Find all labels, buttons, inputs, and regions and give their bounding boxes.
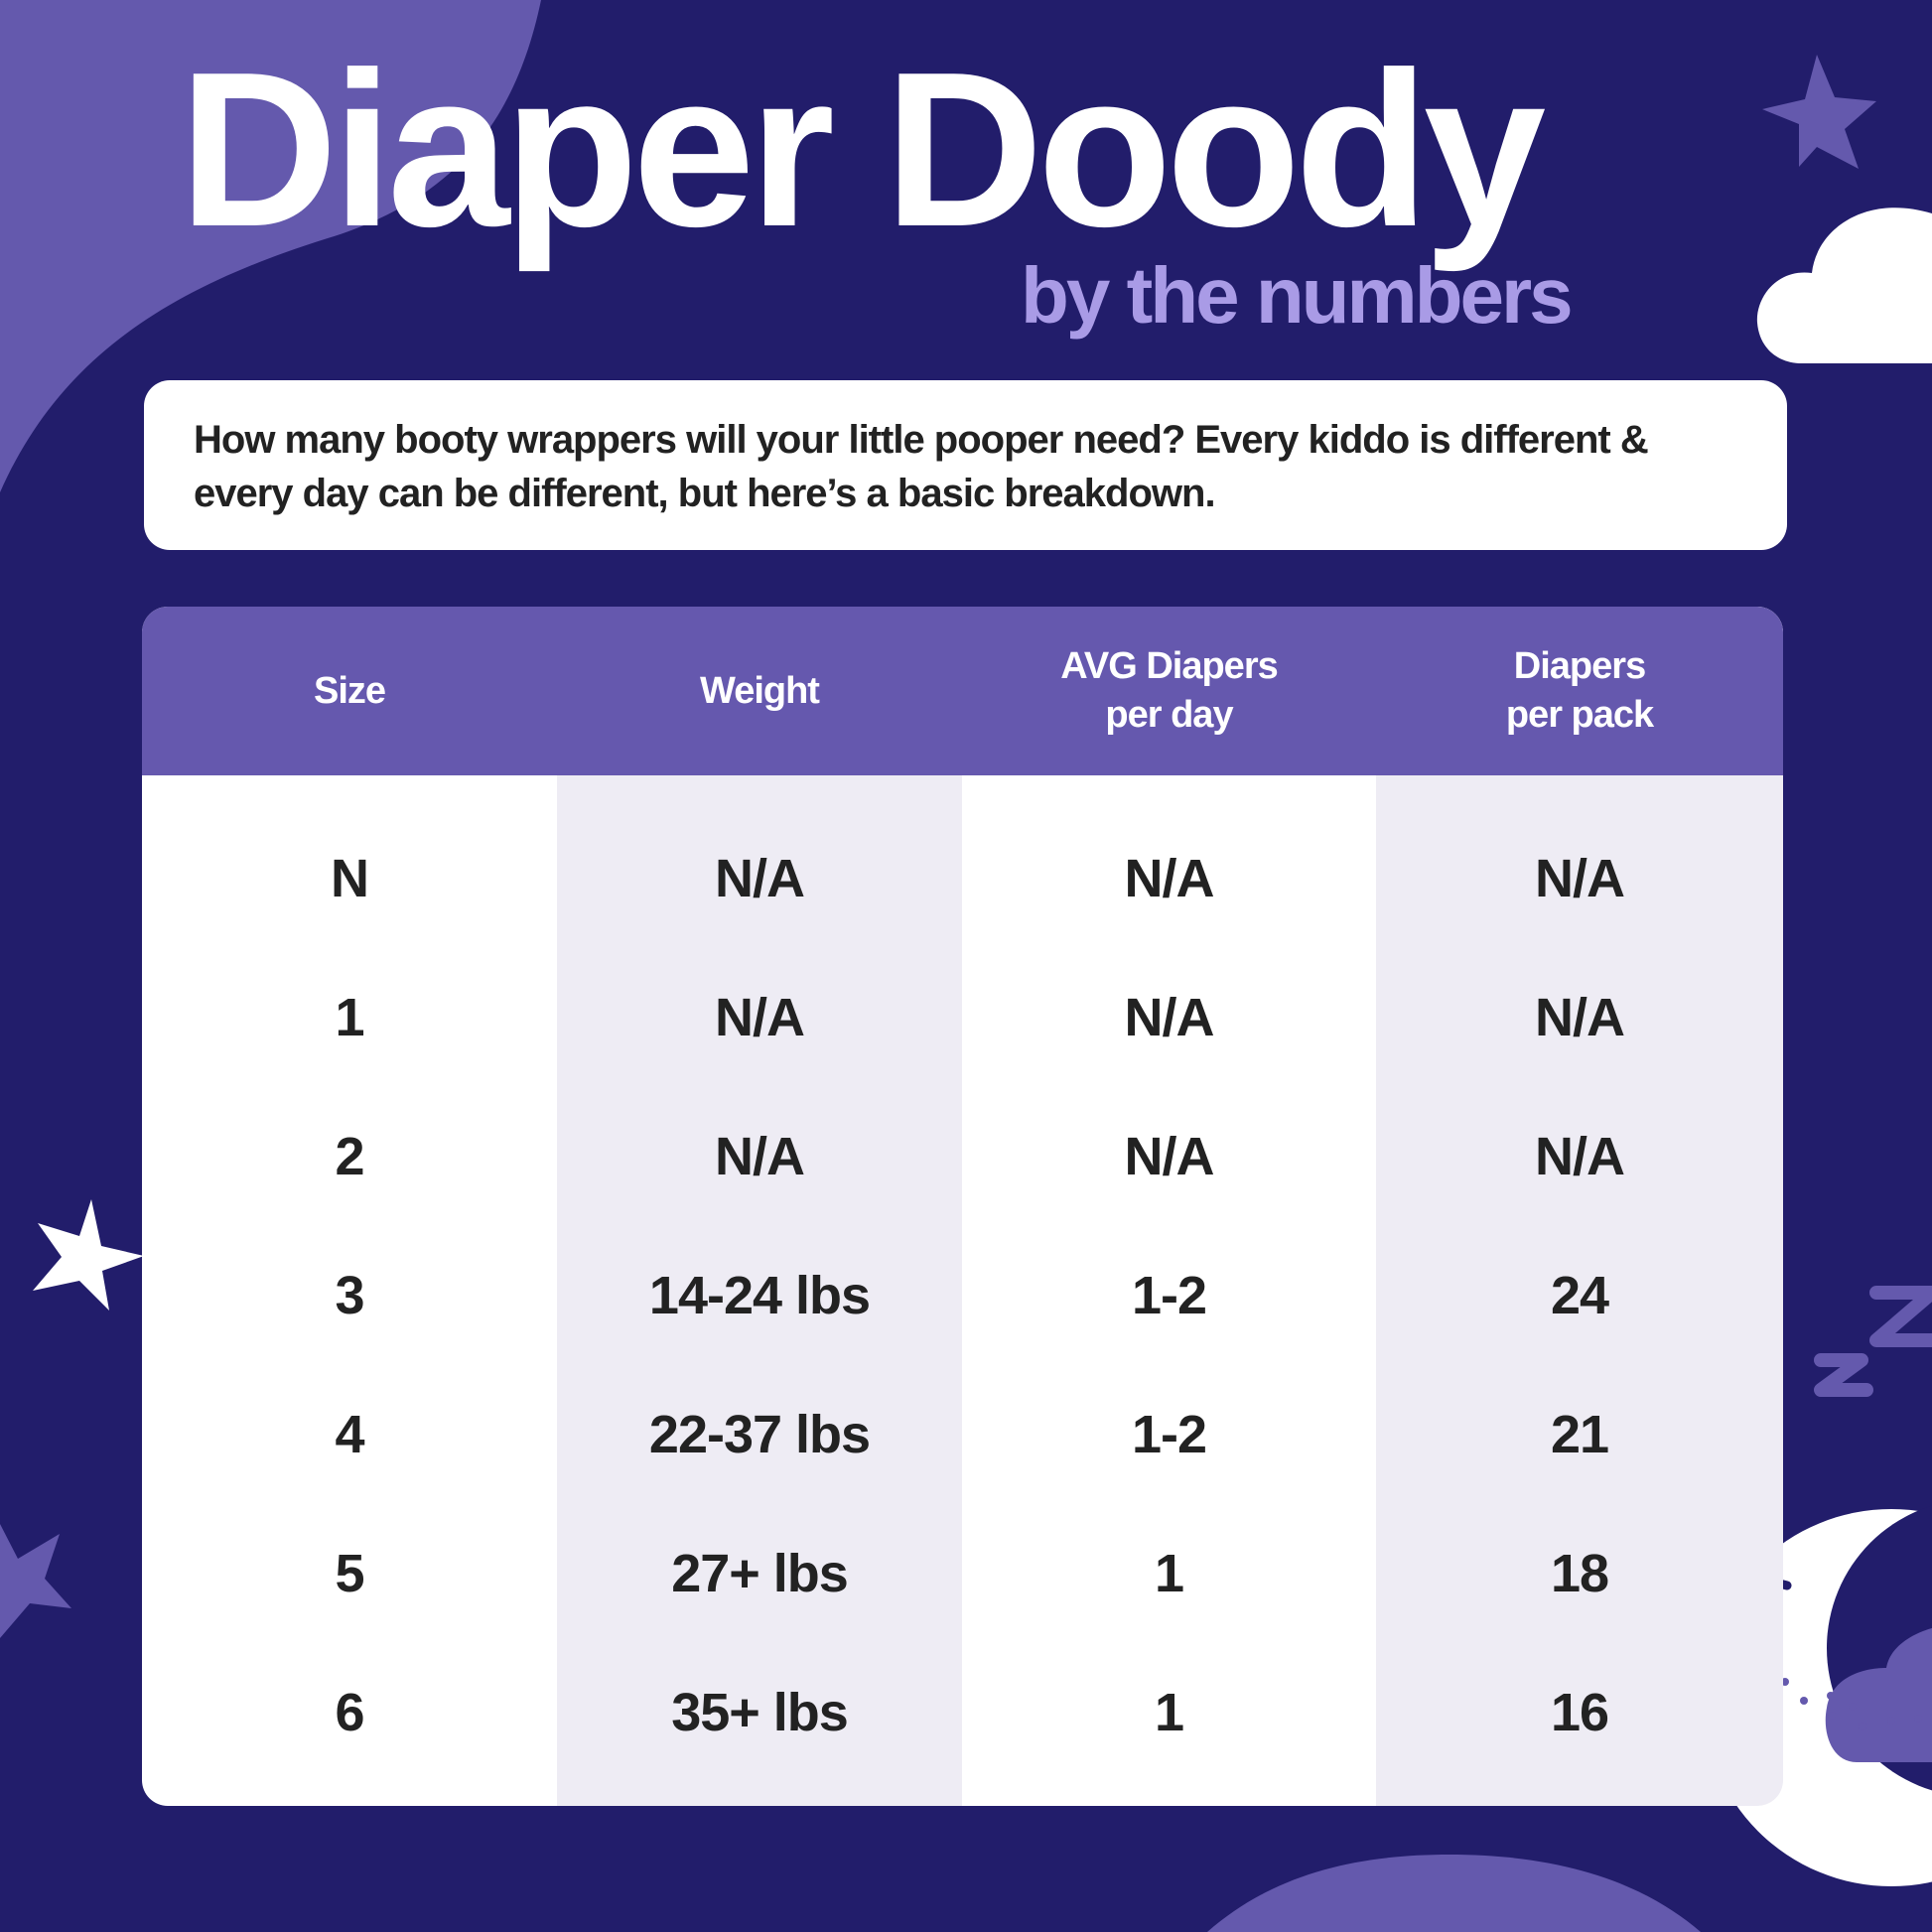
table-row: N N/A N/A N/A (142, 809, 1783, 948)
size-cell: 3 (335, 1266, 364, 1325)
weight-cell: 14-24 lbs (648, 1266, 871, 1325)
cloud-icon (1756, 207, 1932, 363)
weight-cell: N/A (715, 849, 805, 908)
header-size: Size (313, 669, 386, 712)
weight-cell: 22-37 lbs (648, 1405, 871, 1464)
weight-cell: 35+ lbs (671, 1683, 849, 1742)
per-day-cell: 1 (1154, 1544, 1184, 1603)
diaper-size-table: Size Weight AVG Diapers per day Diapers … (142, 607, 1783, 1806)
per-pack-cell: N/A (1535, 1127, 1625, 1186)
intro-card: How many booty wrappers will your little… (144, 380, 1787, 550)
size-cell: 5 (335, 1544, 364, 1603)
per-pack-cell: N/A (1535, 849, 1625, 908)
star-icon (0, 1524, 71, 1638)
header-weight: Weight (700, 669, 820, 712)
table-row: 3 14-24 lbs 1-2 24 (142, 1226, 1783, 1365)
size-cell: 2 (335, 1127, 364, 1186)
size-cell: 1 (335, 988, 364, 1047)
bottom-blob (1207, 1855, 1701, 1932)
table-row: 6 35+ lbs 1 16 (142, 1643, 1783, 1782)
weight-cell: N/A (715, 1127, 805, 1186)
per-pack-cell: 18 (1550, 1544, 1609, 1603)
header-avg-per-day: AVG Diapers per day (1060, 645, 1278, 736)
intro-text: How many booty wrappers will your little… (194, 418, 1649, 515)
per-pack-cell: 16 (1550, 1683, 1609, 1742)
table-row: 2 N/A N/A N/A (142, 1087, 1783, 1226)
size-cell: N (331, 849, 369, 908)
per-day-cell: N/A (1124, 849, 1215, 908)
weight-cell: 27+ lbs (671, 1544, 849, 1603)
per-day-cell: 1-2 (1131, 1266, 1207, 1325)
per-day-cell: 1 (1154, 1683, 1184, 1742)
per-day-cell: N/A (1124, 1127, 1215, 1186)
table-row: 4 22-37 lbs 1-2 21 (142, 1365, 1783, 1504)
zz-sleep-icon (1814, 1286, 1932, 1397)
table-header: Size Weight AVG Diapers per day Diapers … (142, 607, 1783, 775)
size-cell: 6 (335, 1683, 364, 1742)
star-icon (1762, 55, 1876, 169)
per-day-cell: N/A (1124, 988, 1215, 1047)
table-row: 5 27+ lbs 1 18 (142, 1504, 1783, 1643)
star-icon (33, 1199, 144, 1311)
per-pack-cell: 21 (1550, 1405, 1609, 1464)
weight-cell: N/A (715, 988, 805, 1047)
corner-blob (0, 0, 541, 492)
page-subtitle: by the numbers (1021, 251, 1574, 340)
size-cell: 4 (335, 1405, 364, 1464)
page-title: Diaper Doody (179, 27, 1546, 273)
header-per-pack: Diapers per pack (1505, 645, 1654, 736)
per-day-cell: 1-2 (1131, 1405, 1207, 1464)
table-row: 1 N/A N/A N/A (142, 948, 1783, 1087)
per-pack-cell: N/A (1535, 988, 1625, 1047)
per-pack-cell: 24 (1550, 1266, 1609, 1325)
